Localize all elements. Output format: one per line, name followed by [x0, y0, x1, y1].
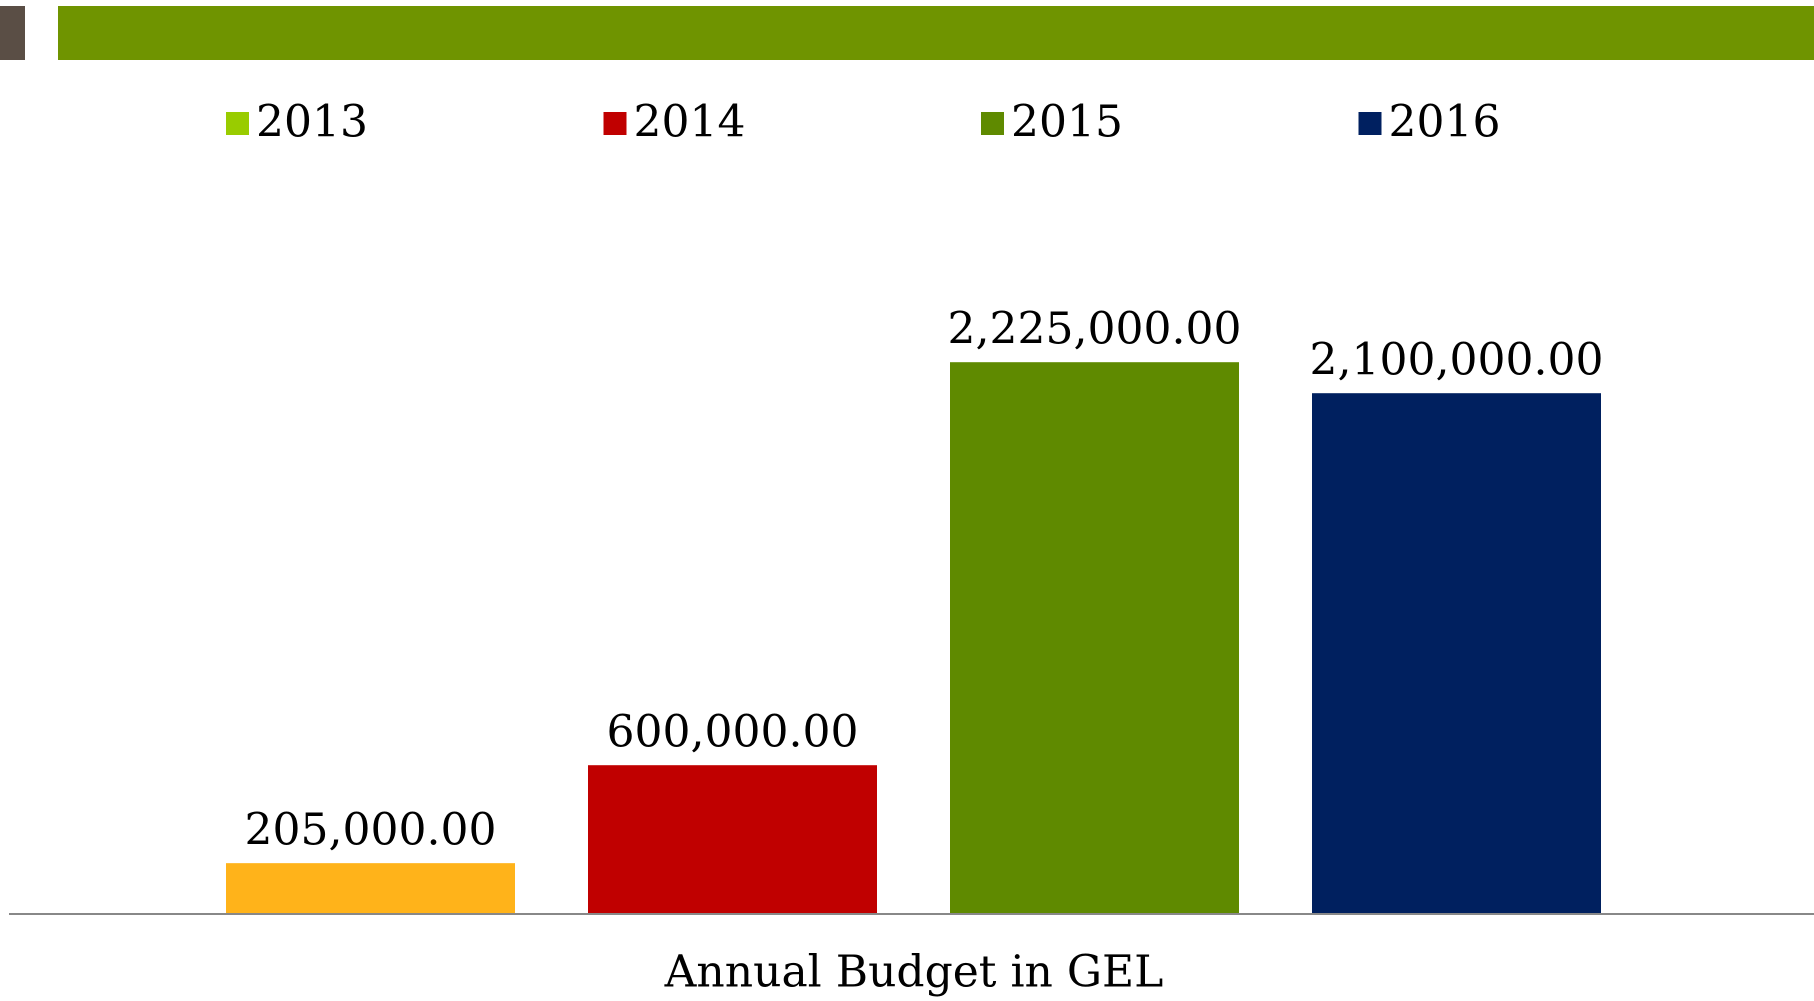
value-label: 205,000.00	[245, 805, 497, 856]
legend-label: 2016	[1389, 97, 1501, 148]
legend-swatch	[603, 112, 627, 135]
header-bar	[58, 6, 1814, 60]
legend-label: 2014	[634, 97, 746, 148]
header-marker	[0, 6, 25, 60]
legend-swatch	[1358, 112, 1382, 135]
bar	[588, 765, 877, 914]
value-label: 600,000.00	[607, 707, 859, 758]
bar	[226, 863, 515, 914]
legend-swatch	[981, 112, 1004, 135]
bar	[1312, 393, 1601, 914]
bar	[950, 362, 1239, 914]
legend-label: 2013	[256, 97, 368, 148]
value-label: 2,225,000.00	[948, 304, 1242, 355]
legend-label: 2015	[1011, 97, 1123, 148]
legend-swatch	[226, 112, 249, 135]
value-label: 2,100,000.00	[1310, 335, 1604, 386]
x-axis-label: Annual Budget in GEL	[664, 947, 1164, 998]
